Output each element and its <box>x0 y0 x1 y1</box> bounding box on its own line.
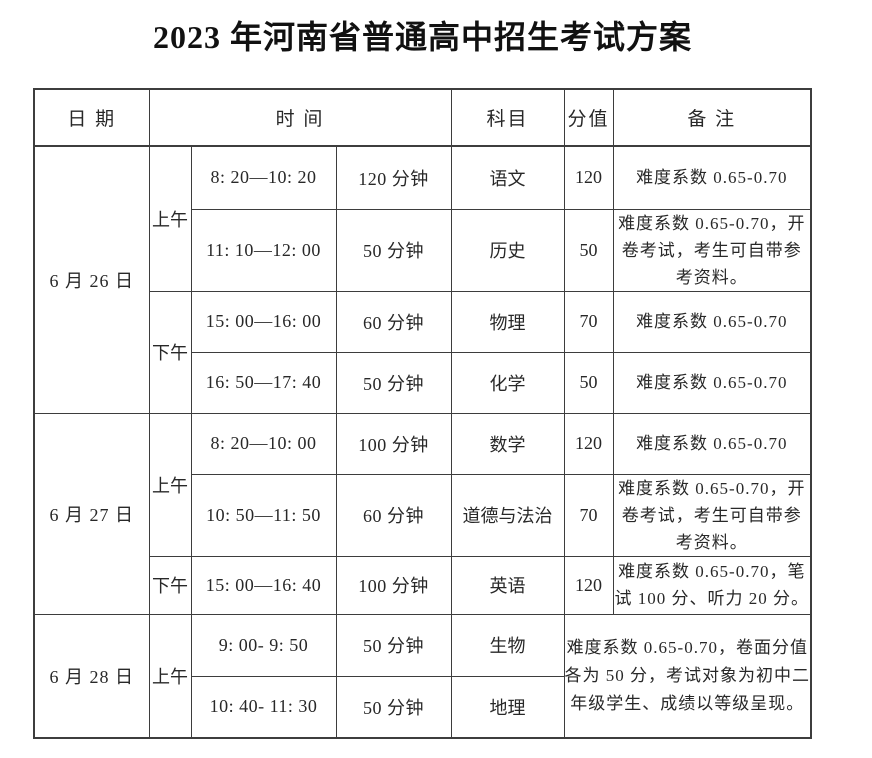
date-cell-jun26: 6 月 26 日 <box>33 145 150 414</box>
time-cell: 9: 00- 9: 50 <box>190 613 337 677</box>
note-cell: 难度系数 0.65-0.70，开卷考试，考生可自带参考资料。 <box>612 473 812 557</box>
date-cell-jun27: 6 月 27 日 <box>33 412 150 615</box>
time-cell: 15: 00—16: 00 <box>190 290 337 353</box>
table-row: 6 月 26 日 上午 8: 20—10: 20 120 分钟 语文 120 难… <box>33 145 812 414</box>
subject-cell: 物理 <box>450 290 565 353</box>
header-date: 日 期 <box>33 88 150 147</box>
score-cell: 120 <box>563 145 614 210</box>
table-row: 10: 40- 11: 30 50 分钟 地理 <box>34 675 811 739</box>
header-time: 时 间 <box>148 88 452 147</box>
time-cell: 8: 20—10: 20 <box>190 145 337 210</box>
time-cell: 10: 50—11: 50 <box>190 473 337 557</box>
time-cell: 8: 20—10: 00 <box>190 412 337 475</box>
duration-cell: 100 分钟 <box>335 555 452 615</box>
subject-cell: 地理 <box>450 675 565 739</box>
time-cell: 10: 40- 11: 30 <box>190 675 337 739</box>
duration-cell: 60 分钟 <box>335 290 452 353</box>
score-cell: 120 <box>563 412 614 475</box>
time-cell: 16: 50—17: 40 <box>190 351 337 414</box>
table-row: 下午 15: 00—16: 40 100 分钟 英语 120 难度系数 0.65… <box>34 555 812 615</box>
subject-cell: 化学 <box>450 351 565 414</box>
score-cell: 50 <box>563 351 614 414</box>
duration-cell: 100 分钟 <box>335 412 452 475</box>
table-row: 6 月 28 日 上午 9: 00- 9: 50 50 分钟 生物 难度系数 0… <box>33 613 812 739</box>
session-cell-am: 上午 <box>148 412 192 557</box>
note-cell: 难度系数 0.65-0.70，笔试 100 分、听力 20 分。 <box>612 555 812 615</box>
table-row: 11: 10—12: 00 50 分钟 历史 50 难度系数 0.65-0.70… <box>34 208 812 292</box>
header-subject: 科目 <box>450 88 565 147</box>
page-title: 2023 年河南省普通高中招生考试方案 <box>152 19 692 55</box>
session-cell-am: 上午 <box>148 613 192 739</box>
table-row: 10: 50—11: 50 60 分钟 道德与法治 70 难度系数 0.65-0… <box>34 473 812 557</box>
score-cell: 70 <box>563 290 614 353</box>
table-row: 下午 15: 00—16: 00 60 分钟 物理 70 难度系数 0.65-0… <box>34 290 812 414</box>
session-cell-pm: 下午 <box>148 290 192 414</box>
note-cell: 难度系数 0.65-0.70 <box>612 290 812 353</box>
subject-cell: 语文 <box>450 145 565 210</box>
duration-cell: 120 分钟 <box>335 145 452 210</box>
note-cell: 难度系数 0.65-0.70，开卷考试，考生可自带参考资料。 <box>612 208 812 292</box>
time-cell: 15: 00—16: 40 <box>190 555 337 615</box>
subject-cell: 道德与法治 <box>450 473 565 557</box>
duration-cell: 50 分钟 <box>335 675 452 739</box>
table-row: 6 月 27 日 上午 8: 20—10: 00 100 分钟 数学 120 难… <box>33 412 812 615</box>
score-cell: 70 <box>563 473 614 557</box>
duration-cell: 60 分钟 <box>335 473 452 557</box>
session-cell-pm: 下午 <box>148 555 192 615</box>
note-cell-merged: 难度系数 0.65-0.70，卷面分值各为 50 分，考试对象为初中二年级学生、… <box>563 613 812 739</box>
note-cell: 难度系数 0.65-0.70 <box>612 351 812 414</box>
score-cell: 50 <box>563 208 614 292</box>
subject-cell: 生物 <box>450 613 565 677</box>
note-cell: 难度系数 0.65-0.70 <box>612 145 812 210</box>
table-header-row: 日 期 时 间 科目 分值 备 注 <box>33 88 812 147</box>
subject-cell: 数学 <box>450 412 565 475</box>
header-note: 备 注 <box>612 88 812 147</box>
subject-cell: 历史 <box>450 208 565 292</box>
date-cell-jun28: 6 月 28 日 <box>33 613 150 739</box>
subject-cell: 英语 <box>450 555 565 615</box>
duration-cell: 50 分钟 <box>335 208 452 292</box>
table-row: 16: 50—17: 40 50 分钟 化学 50 难度系数 0.65-0.70 <box>34 351 812 414</box>
time-cell: 11: 10—12: 00 <box>190 208 337 292</box>
header-score: 分值 <box>563 88 614 147</box>
note-cell: 难度系数 0.65-0.70 <box>612 412 812 475</box>
exam-schedule-table: 日 期 时 间 科目 分值 备 注 6 月 26 日 上午 8: 20—10: … <box>33 88 813 739</box>
duration-cell: 50 分钟 <box>335 613 452 677</box>
session-cell-am: 上午 <box>148 145 192 292</box>
score-cell: 120 <box>563 555 614 615</box>
duration-cell: 50 分钟 <box>335 351 452 414</box>
